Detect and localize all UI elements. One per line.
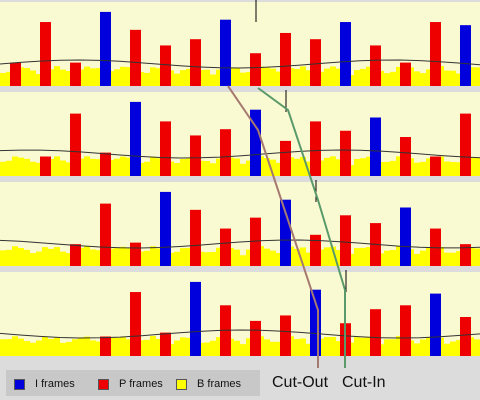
p-frame-bar xyxy=(280,315,291,356)
i-frame-bar xyxy=(220,19,231,87)
p-frame-bar xyxy=(40,22,51,86)
cut-in-path xyxy=(257,87,346,368)
p-frame-bar xyxy=(400,305,411,356)
p-frame-bar xyxy=(250,320,261,356)
i-frame-bar xyxy=(400,207,411,266)
i-frame-bar xyxy=(190,281,201,356)
p-frame-bar xyxy=(280,140,291,176)
bitrate-line xyxy=(0,239,480,249)
b-frame-swatch xyxy=(176,378,187,390)
p-frame-bar xyxy=(130,242,141,266)
i-frame-bar xyxy=(100,11,111,86)
p-frame-swatch xyxy=(98,378,109,390)
legend-p-frames: P frames xyxy=(98,377,163,391)
p-frame-bar xyxy=(280,32,291,86)
p-frame-bar xyxy=(310,39,321,86)
i-frame-bar xyxy=(250,109,261,176)
i-frame-bar xyxy=(310,289,321,356)
i-frame-bar xyxy=(430,293,441,356)
legend: I frames P frames B frames xyxy=(6,370,260,396)
p-frame-bar xyxy=(220,129,231,176)
gop-cut-diagram xyxy=(0,0,480,368)
p-frame-bar xyxy=(400,137,411,176)
p-frame-bar xyxy=(70,244,81,266)
p-frame-bar xyxy=(430,156,441,176)
legend-i-frames-label: I frames xyxy=(35,378,75,390)
p-frame-bar xyxy=(190,39,201,86)
p-frame-bar xyxy=(250,217,261,266)
p-frame-bar xyxy=(400,62,411,86)
p-frame-bar xyxy=(460,317,471,356)
p-frame-bar xyxy=(100,336,111,356)
b-frame-fill xyxy=(0,336,480,356)
p-frame-bar xyxy=(40,156,51,176)
b-frame-fill xyxy=(0,66,480,86)
i-frame-bar xyxy=(160,191,171,266)
i-frame-swatch xyxy=(14,378,25,390)
i-frame-bar xyxy=(460,25,471,86)
i-frame-bar xyxy=(340,22,351,86)
p-frame-bar xyxy=(430,22,441,86)
p-frame-bar xyxy=(10,62,21,86)
p-frame-bar xyxy=(190,209,201,266)
p-frame-bar xyxy=(190,135,201,176)
p-frame-bar xyxy=(160,332,171,356)
cut-out-label: Cut-Out xyxy=(272,374,329,391)
legend-b-frames: B frames xyxy=(176,377,241,391)
p-frame-bar xyxy=(340,130,351,176)
p-frame-bar xyxy=(460,113,471,176)
legend-p-frames-label: P frames xyxy=(119,378,163,390)
p-frame-bar xyxy=(130,292,141,356)
bitrate-line xyxy=(0,329,480,339)
bitrate-line xyxy=(0,149,480,159)
i-frame-bar xyxy=(370,117,381,176)
legend-b-frames-label: B frames xyxy=(197,378,242,390)
p-frame-bar xyxy=(460,244,471,266)
p-frame-bar xyxy=(160,121,171,176)
cut-out-path xyxy=(227,85,319,368)
legend-i-frames: I frames xyxy=(14,377,75,391)
b-frame-fill xyxy=(0,246,480,266)
p-frame-bar xyxy=(220,228,231,266)
i-frame-bar xyxy=(280,199,291,266)
b-frame-fill xyxy=(0,156,480,176)
cut-in-label: Cut-In xyxy=(342,374,386,391)
bitrate-line xyxy=(0,59,480,69)
p-frame-bar xyxy=(70,113,81,176)
p-frame-bar xyxy=(160,45,171,86)
i-frame-bar xyxy=(130,101,141,176)
p-frame-bar xyxy=(340,215,351,266)
p-frame-bar xyxy=(250,53,261,86)
p-frame-bar xyxy=(70,62,81,86)
p-frame-bar xyxy=(130,29,141,86)
p-frame-bar xyxy=(310,121,321,176)
p-frame-bar xyxy=(100,152,111,176)
p-frame-bar xyxy=(370,309,381,356)
p-frame-bar xyxy=(100,203,111,266)
p-frame-bar xyxy=(310,234,321,266)
p-frame-bar xyxy=(370,45,381,86)
